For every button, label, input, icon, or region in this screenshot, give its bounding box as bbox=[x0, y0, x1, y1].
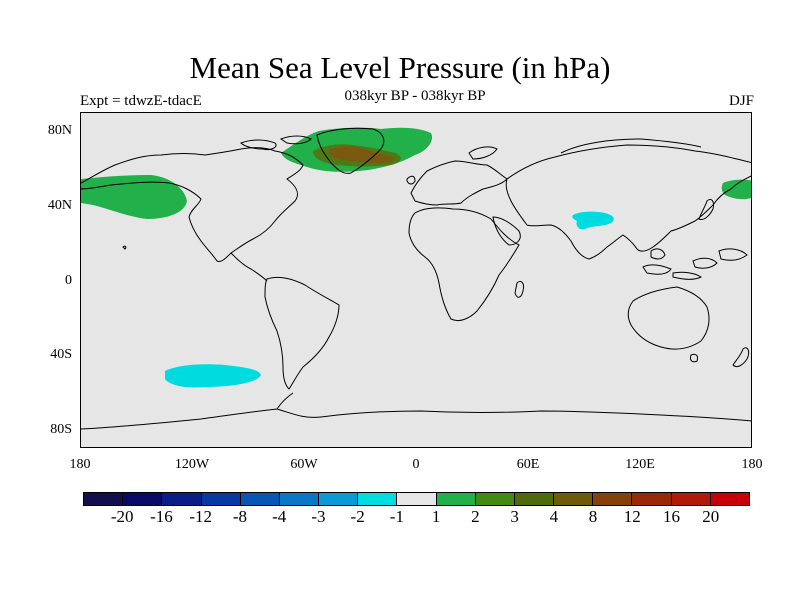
colorbar-label: -16 bbox=[150, 507, 173, 526]
colorbar-box bbox=[240, 493, 280, 505]
colorbar-label: -2 bbox=[350, 507, 365, 526]
colorbar-label: 16 bbox=[663, 507, 681, 526]
colorbar-label: 2 bbox=[471, 507, 480, 526]
colorbar-box bbox=[162, 493, 202, 505]
season-label: DJF bbox=[728, 93, 754, 109]
lon-tick-label: 180 bbox=[69, 457, 91, 472]
colorbar-label: -4 bbox=[272, 507, 287, 526]
map-panel bbox=[80, 112, 752, 448]
south-pacific-low-region bbox=[165, 364, 261, 388]
colorbar-label: -3 bbox=[311, 507, 326, 526]
colorbar-box bbox=[514, 493, 555, 505]
greenland-core-high-region bbox=[329, 146, 395, 163]
tibet-low-region bbox=[572, 211, 614, 230]
colorbar-box bbox=[671, 493, 711, 505]
colorbar-box bbox=[632, 493, 672, 505]
colorbar-label: 20 bbox=[702, 507, 720, 526]
lon-tick-label: 120W bbox=[174, 457, 210, 472]
plot-title: Mean Sea Level Pressure (in hPa) bbox=[189, 50, 611, 85]
colorbar-box bbox=[201, 493, 241, 505]
colorbar-box bbox=[397, 493, 437, 505]
colorbar-label: -20 bbox=[110, 507, 134, 526]
colorbar-label: 4 bbox=[549, 507, 559, 526]
lat-tick-label: 40N bbox=[47, 198, 72, 213]
colorbar-label: 3 bbox=[510, 507, 519, 526]
colorbar-box bbox=[319, 493, 359, 505]
lat-tick-label: 40S bbox=[50, 347, 72, 362]
lon-tick-label: 0 bbox=[412, 457, 420, 472]
colorbar-box bbox=[436, 493, 476, 505]
experiment-label: Expt = tdwzE-tdacE bbox=[80, 93, 202, 109]
colorbar-box bbox=[593, 493, 633, 505]
colorbar-box bbox=[554, 493, 594, 505]
north-pacific-high-region bbox=[81, 175, 187, 219]
colorbar-label: 1 bbox=[431, 507, 441, 526]
colorbar-label: -1 bbox=[389, 507, 404, 526]
lon-tick-label: 120E bbox=[625, 457, 655, 472]
colorbar-box bbox=[710, 493, 749, 505]
coastlines bbox=[81, 127, 751, 430]
colorbar-label: 8 bbox=[588, 507, 598, 526]
lon-tick-label: 60W bbox=[290, 457, 318, 472]
lat-tick-label: 80S bbox=[50, 422, 72, 437]
colorbar-label: -12 bbox=[189, 507, 213, 526]
lat-tick-label: 80N bbox=[47, 123, 72, 138]
map-canvas bbox=[81, 127, 751, 430]
colorbar-box bbox=[84, 493, 124, 505]
colorbar-box bbox=[358, 493, 398, 505]
colorbar-label: 12 bbox=[623, 507, 641, 526]
west-pacific-high-region bbox=[721, 179, 751, 200]
period-label: 038kyr BP - 038kyr BP bbox=[344, 88, 486, 104]
colorbar bbox=[83, 492, 750, 506]
lat-tick-label: 0 bbox=[65, 273, 72, 288]
colorbar-box bbox=[475, 493, 515, 505]
lon-tick-label: 60E bbox=[516, 457, 540, 472]
colorbar-box bbox=[279, 493, 320, 505]
lon-tick-label: 180 bbox=[741, 457, 763, 472]
colorbar-label: -8 bbox=[232, 507, 248, 526]
colorbar-box bbox=[123, 493, 163, 505]
